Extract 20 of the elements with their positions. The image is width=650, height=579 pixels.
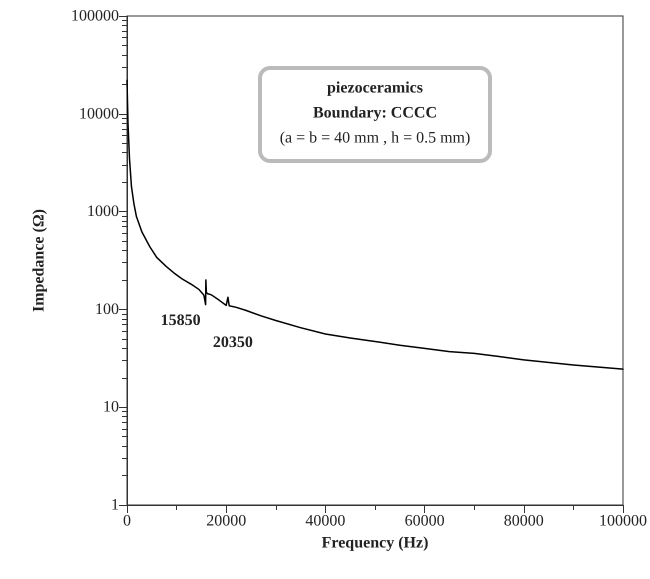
y-axis-title: Impedance (Ω) (30, 208, 48, 312)
x-axis-title: Frequency (Hz) (322, 534, 428, 552)
annotation: piezoceramics (327, 80, 423, 96)
x-tick-label: 40000 (305, 512, 346, 530)
annotation: Boundary: CCCC (312, 104, 438, 122)
y-tick-label: 100 (95, 300, 119, 318)
annotation: 15850 (160, 312, 201, 330)
x-tick-label: 60000 (404, 512, 445, 530)
x-tick-label: 100000 (599, 512, 647, 530)
annotation: 20350 (212, 334, 253, 352)
line-series (126, 80, 624, 370)
y-tick-label: 10 (103, 398, 119, 416)
y-tick-label: 1000 (87, 203, 119, 220)
y-tick-label: 100000 (71, 8, 119, 24)
x-tick-label: 80000 (504, 512, 544, 530)
x-tick-label: 20000 (206, 512, 246, 530)
annotation: (a = b = 40 mm , h = 0.5 mm) (280, 130, 470, 146)
y-tick-label: 10000 (79, 105, 119, 122)
y-tick-label: 1 (111, 496, 119, 514)
x-tick-label: 0 (123, 512, 131, 530)
